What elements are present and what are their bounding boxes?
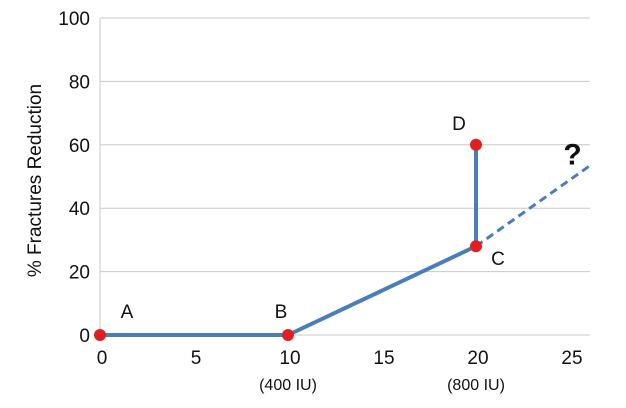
point-a-marker (94, 329, 106, 341)
y-tick-label-80: 80 (69, 72, 90, 93)
y-tick-label-100: 100 (58, 9, 90, 30)
y-axis-label: % Fractures Reduction (25, 84, 46, 277)
x-sub-label-10: (400 IU) (259, 377, 317, 394)
point-b-label: B (275, 302, 288, 323)
y-tick-labels: 0 20 40 60 80 100 (58, 9, 90, 347)
x-tick-label-10: 10 (279, 348, 300, 369)
point-d-label: D (452, 114, 466, 135)
y-tick-label-20: 20 (69, 263, 90, 284)
series-dashed-line (475, 162, 594, 248)
data-points (94, 138, 482, 341)
point-a-label: A (121, 302, 134, 323)
x-sub-label-20: (800 IU) (447, 377, 505, 394)
point-labels: A B C D (121, 114, 505, 323)
series-solid-line (100, 144, 478, 337)
x-tick-labels: 0 5 10 15 20 25 (97, 348, 583, 369)
point-b-marker (282, 329, 294, 341)
y-tick-label-40: 40 (69, 199, 90, 220)
x-tick-label-5: 5 (191, 348, 202, 369)
x-tick-label-25: 25 (561, 348, 582, 369)
x-tick-label-15: 15 (373, 348, 394, 369)
point-c-label: C (491, 249, 505, 270)
y-tick-label-60: 60 (69, 136, 90, 157)
annotations: ? (563, 138, 581, 171)
x-sub-labels: (400 IU) (800 IU) (259, 377, 505, 394)
point-c-marker (470, 240, 482, 253)
question-mark-annotation: ? (563, 138, 581, 171)
gridlines (100, 17, 590, 336)
point-d-marker (470, 138, 482, 151)
x-tick-label-20: 20 (467, 348, 488, 369)
series-lines (100, 144, 594, 337)
x-tick-label-0: 0 (97, 348, 108, 369)
y-tick-label-0: 0 (79, 326, 90, 347)
